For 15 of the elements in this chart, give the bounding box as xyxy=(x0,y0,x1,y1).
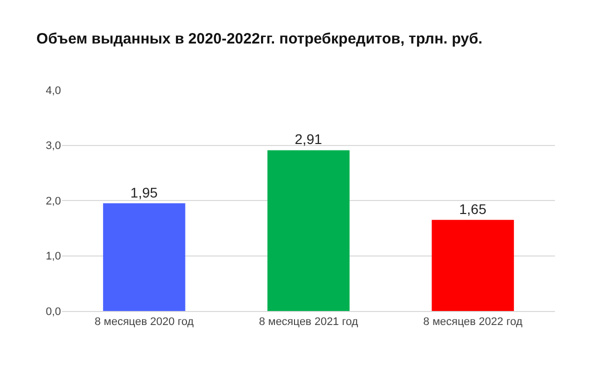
y-tick-label: 3,0 xyxy=(46,140,61,152)
data-label: 1,95 xyxy=(130,184,158,200)
x-tick-label: 8 месяцев 2022 год xyxy=(423,316,523,328)
x-tick-label: 8 месяцев 2020 год xyxy=(94,316,194,328)
data-label: 1,65 xyxy=(459,200,487,217)
x-tick-label: 8 месяцев 2021 год xyxy=(258,316,359,328)
bar xyxy=(267,150,350,311)
data-label: 2,91 xyxy=(294,131,322,148)
y-tick-label: 1,0 xyxy=(46,250,61,263)
y-tick-label: 0,0 xyxy=(46,306,61,318)
bar xyxy=(103,203,186,311)
bar xyxy=(432,220,514,311)
y-tick-label: 2,0 xyxy=(46,195,61,208)
chart-title: Объем выданных в 2020-2022гг. потребкредитов, трлн. руб. xyxy=(36,30,482,48)
y-tick-label: 4,0 xyxy=(46,84,61,97)
